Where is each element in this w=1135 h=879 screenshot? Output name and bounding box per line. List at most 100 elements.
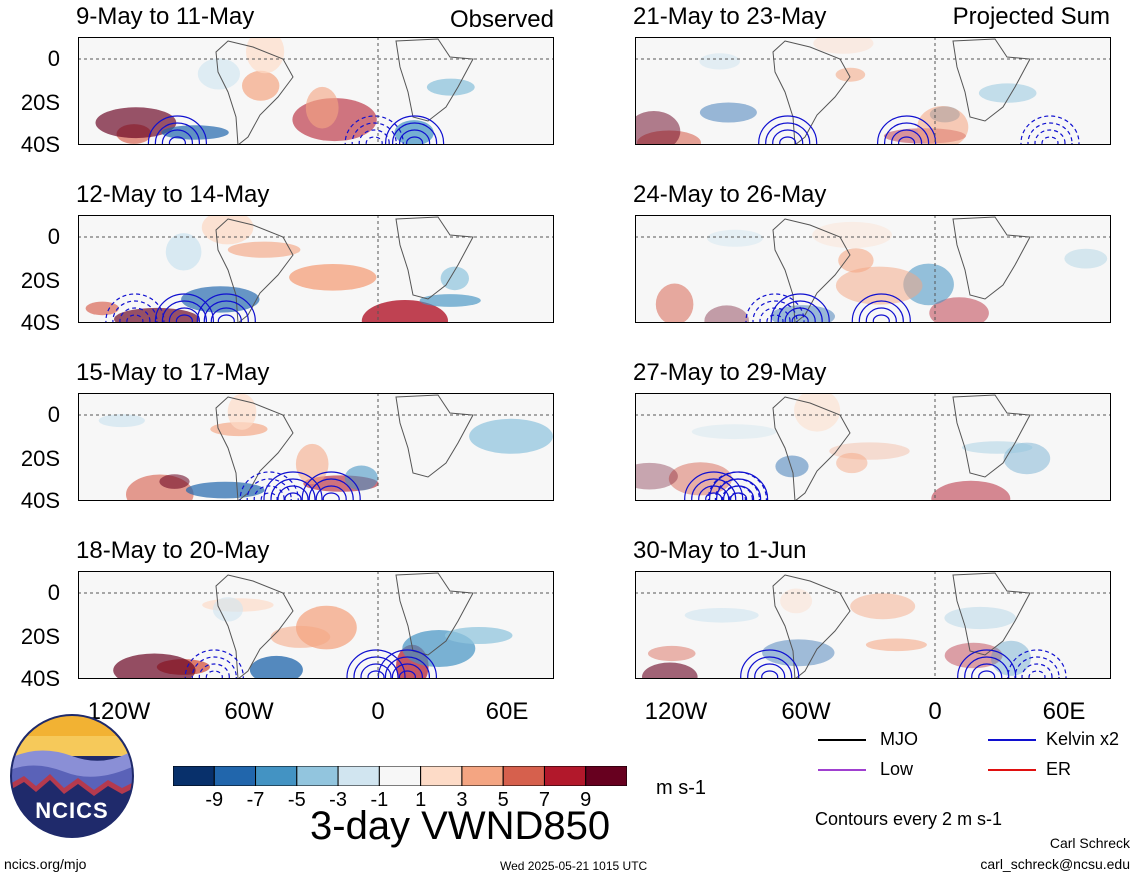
kelvin-contour bbox=[891, 129, 923, 145]
kelvin-contour bbox=[398, 670, 416, 679]
field-blob bbox=[865, 638, 927, 652]
colorbar-tick-label: 1 bbox=[415, 789, 427, 811]
kelvin-contour bbox=[239, 471, 299, 501]
ncics-logo-graphic bbox=[10, 714, 134, 838]
field-blob bbox=[635, 111, 681, 145]
map-frame bbox=[78, 215, 554, 323]
legend-mjo-label: MJO bbox=[880, 729, 918, 749]
africa-outline bbox=[395, 38, 474, 122]
kelvin-contour bbox=[747, 656, 793, 679]
map-graphic bbox=[635, 393, 1111, 501]
africa-outline bbox=[395, 216, 474, 300]
field-blob bbox=[775, 455, 809, 478]
kelvin-contour bbox=[346, 649, 406, 679]
legend-er-line bbox=[988, 769, 1036, 771]
map-graphic bbox=[635, 571, 1111, 679]
kelvin-contour bbox=[217, 314, 235, 323]
panel-title-right-1: 21-May to 23-May bbox=[633, 3, 827, 30]
kelvin-contour bbox=[978, 670, 996, 679]
lat-label-0-row4: 0 bbox=[47, 580, 60, 605]
field-blob bbox=[707, 229, 763, 247]
kelvin-contour bbox=[707, 471, 767, 501]
author-email: carl_schreck@ncsu.edu bbox=[980, 856, 1130, 872]
kelvin-contour bbox=[758, 115, 818, 145]
kelvin-contour bbox=[126, 314, 144, 323]
africa-outline bbox=[952, 572, 1031, 656]
field-blob bbox=[699, 102, 757, 123]
field-blob bbox=[699, 53, 740, 70]
map-panel-projected-1 bbox=[635, 37, 1111, 145]
lon-label-120w-right: 120W bbox=[644, 698, 708, 725]
kelvin-contour bbox=[161, 300, 207, 323]
kelvin-contour bbox=[360, 663, 392, 679]
panel-title-left-3: 15-May to 17-May bbox=[76, 359, 270, 386]
field-blob bbox=[227, 393, 257, 430]
field-blob bbox=[249, 655, 303, 679]
kelvin-contour bbox=[730, 492, 748, 501]
kelvin-contour bbox=[957, 649, 1017, 679]
field-blob bbox=[242, 70, 280, 101]
field-blob bbox=[444, 627, 513, 644]
observed-label: Observed bbox=[449, 6, 554, 33]
timestamp: Wed 2025-05-21 1015 UTC bbox=[500, 859, 648, 873]
map-graphic bbox=[78, 215, 554, 323]
lon-label-0-left: 0 bbox=[371, 698, 385, 725]
field-blob bbox=[114, 307, 200, 323]
map-graphic bbox=[635, 37, 1111, 145]
map-frame bbox=[78, 37, 554, 145]
lon-label-60e-right: 60E bbox=[1042, 698, 1086, 725]
kelvin-contour bbox=[205, 670, 223, 679]
map-frame bbox=[635, 215, 1111, 323]
field-blob bbox=[978, 83, 1037, 103]
field-blob bbox=[161, 125, 229, 140]
colorbar-box bbox=[255, 765, 298, 787]
map-graphic bbox=[78, 571, 554, 679]
lat-label-0-row1: 0 bbox=[47, 46, 60, 71]
kelvin-contour bbox=[277, 485, 309, 501]
colorbar-tick-label: -9 bbox=[205, 789, 224, 811]
field-blob bbox=[835, 266, 923, 305]
field-blob bbox=[270, 625, 331, 648]
map-graphic bbox=[78, 37, 554, 145]
kelvin-contour bbox=[168, 136, 186, 145]
kelvin-contour bbox=[777, 300, 823, 323]
field-blob bbox=[159, 474, 190, 489]
kelvin-contour bbox=[754, 663, 786, 679]
field-blob bbox=[691, 424, 777, 440]
colorbar-box bbox=[337, 765, 380, 787]
panel-title-left-1: 9-May to 11-May bbox=[76, 3, 255, 30]
legend-kelvin-line bbox=[988, 739, 1036, 741]
kelvin-contour bbox=[765, 122, 811, 145]
colorbar-box bbox=[296, 765, 339, 787]
field-blob bbox=[1003, 442, 1051, 475]
field-blob bbox=[648, 645, 696, 662]
field-blob bbox=[394, 120, 434, 145]
lat-label-20s-row3: 20S bbox=[20, 446, 60, 471]
field-blob bbox=[917, 106, 969, 145]
kelvin-contour bbox=[105, 293, 165, 323]
field-blob bbox=[426, 78, 475, 96]
kelvin-contour bbox=[154, 293, 214, 323]
field-blob bbox=[931, 480, 1011, 501]
kelvin-contour bbox=[391, 663, 423, 679]
field-blob bbox=[344, 465, 378, 491]
field-blob bbox=[944, 606, 1016, 630]
field-blob bbox=[655, 283, 694, 323]
map-graphic bbox=[635, 215, 1111, 323]
field-blob bbox=[165, 233, 202, 271]
legend-kelvin-label: Kelvin x2 bbox=[1046, 729, 1120, 749]
kelvin-contour bbox=[691, 478, 737, 501]
colorbar-tick-label: 7 bbox=[538, 789, 551, 811]
kelvin-contour bbox=[709, 471, 769, 501]
kelvin-contour bbox=[147, 115, 207, 145]
field-blob bbox=[246, 37, 285, 74]
field-blob bbox=[95, 107, 177, 139]
field-blob bbox=[635, 462, 678, 490]
lat-label-0-row3: 0 bbox=[47, 402, 60, 427]
kelvin-contour bbox=[779, 136, 797, 145]
field-blob bbox=[794, 393, 841, 432]
kelvin-contour bbox=[210, 307, 242, 323]
colorbar-tick-label: -5 bbox=[287, 789, 306, 811]
kelvin-contour bbox=[284, 492, 302, 501]
kelvin-contour bbox=[112, 300, 158, 323]
